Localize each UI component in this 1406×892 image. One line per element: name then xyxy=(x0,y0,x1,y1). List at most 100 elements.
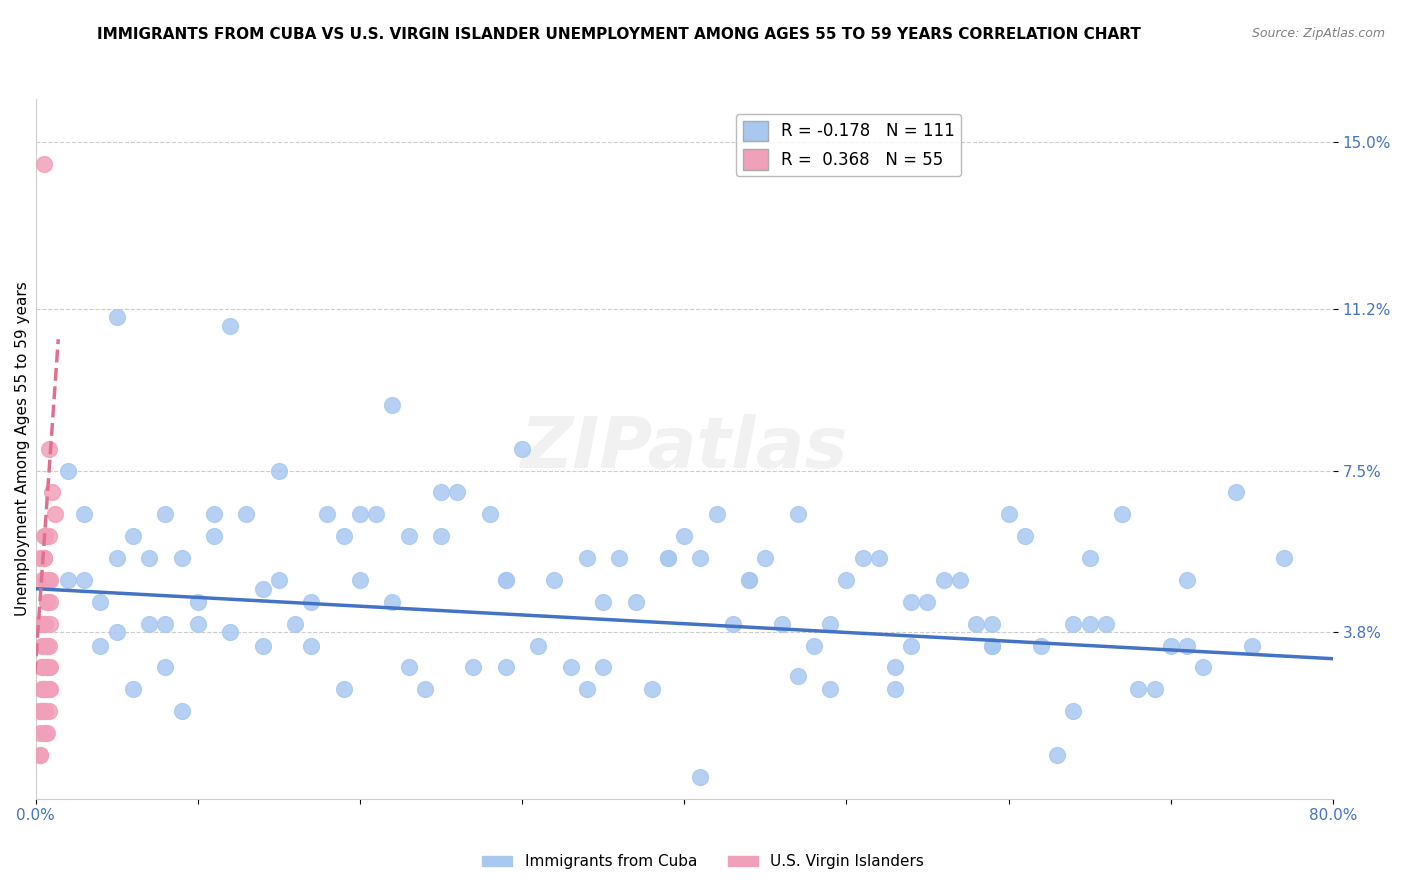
Point xyxy=(121,682,143,697)
Point xyxy=(510,442,533,456)
Point xyxy=(884,660,907,674)
Point xyxy=(31,682,53,697)
Point xyxy=(56,463,79,477)
Point xyxy=(38,660,60,674)
Point xyxy=(981,616,1004,631)
Point xyxy=(900,595,922,609)
Point xyxy=(35,726,58,740)
Point xyxy=(413,682,436,697)
Point xyxy=(609,551,631,566)
Point xyxy=(560,660,582,674)
Point xyxy=(1240,639,1263,653)
Point xyxy=(105,625,128,640)
Point xyxy=(689,551,711,566)
Point xyxy=(89,639,111,653)
Point xyxy=(235,508,257,522)
Point xyxy=(430,529,453,543)
Point xyxy=(155,660,177,674)
Point xyxy=(332,682,354,697)
Point xyxy=(39,595,62,609)
Point xyxy=(981,639,1004,653)
Point xyxy=(170,704,193,718)
Point xyxy=(32,157,55,171)
Point xyxy=(592,660,614,674)
Point xyxy=(997,508,1019,522)
Point xyxy=(900,639,922,653)
Point xyxy=(31,660,53,674)
Point xyxy=(39,660,62,674)
Point xyxy=(949,573,972,587)
Point xyxy=(641,682,664,697)
Point xyxy=(917,595,939,609)
Point xyxy=(852,551,875,566)
Point xyxy=(252,582,274,596)
Point xyxy=(121,529,143,543)
Point xyxy=(803,639,825,653)
Point xyxy=(430,485,453,500)
Point xyxy=(965,616,987,631)
Point xyxy=(1111,508,1133,522)
Point xyxy=(35,660,58,674)
Point xyxy=(835,573,858,587)
Point xyxy=(754,551,776,566)
Point xyxy=(32,551,55,566)
Point xyxy=(1095,616,1118,631)
Point xyxy=(35,639,58,653)
Point xyxy=(138,616,160,631)
Point xyxy=(818,616,841,631)
Point xyxy=(398,529,420,543)
Point xyxy=(38,529,60,543)
Point xyxy=(31,639,53,653)
Point xyxy=(35,595,58,609)
Point xyxy=(575,682,598,697)
Point xyxy=(267,463,290,477)
Point xyxy=(770,616,793,631)
Point xyxy=(34,529,56,543)
Point xyxy=(34,682,56,697)
Point xyxy=(138,551,160,566)
Point xyxy=(706,508,728,522)
Point xyxy=(187,595,209,609)
Point xyxy=(1014,529,1036,543)
Point xyxy=(32,551,55,566)
Text: ZIPatlas: ZIPatlas xyxy=(520,414,848,483)
Point xyxy=(170,551,193,566)
Point xyxy=(884,682,907,697)
Point xyxy=(44,508,66,522)
Point xyxy=(349,508,371,522)
Point xyxy=(34,726,56,740)
Point xyxy=(30,704,52,718)
Point xyxy=(981,639,1004,653)
Legend: R = -0.178   N = 111, R =  0.368   N = 55: R = -0.178 N = 111, R = 0.368 N = 55 xyxy=(735,114,962,177)
Point xyxy=(868,551,890,566)
Point xyxy=(31,616,53,631)
Point xyxy=(1062,616,1084,631)
Text: IMMIGRANTS FROM CUBA VS U.S. VIRGIN ISLANDER UNEMPLOYMENT AMONG AGES 55 TO 59 YE: IMMIGRANTS FROM CUBA VS U.S. VIRGIN ISLA… xyxy=(97,27,1140,42)
Point xyxy=(38,442,60,456)
Point xyxy=(1128,682,1150,697)
Point xyxy=(299,595,322,609)
Point xyxy=(1078,616,1101,631)
Point xyxy=(31,704,53,718)
Point xyxy=(30,747,52,762)
Point xyxy=(738,573,761,587)
Point xyxy=(32,529,55,543)
Point xyxy=(1272,551,1295,566)
Point xyxy=(155,616,177,631)
Text: Source: ZipAtlas.com: Source: ZipAtlas.com xyxy=(1251,27,1385,40)
Point xyxy=(30,616,52,631)
Point xyxy=(39,573,62,587)
Point xyxy=(1175,573,1198,587)
Point xyxy=(478,508,501,522)
Point xyxy=(35,660,58,674)
Point xyxy=(381,595,404,609)
Point xyxy=(105,310,128,325)
Point xyxy=(252,639,274,653)
Point xyxy=(673,529,696,543)
Point xyxy=(495,573,517,587)
Point xyxy=(38,573,60,587)
Point xyxy=(284,616,307,631)
Point xyxy=(38,639,60,653)
Point xyxy=(32,639,55,653)
Point xyxy=(1160,639,1182,653)
